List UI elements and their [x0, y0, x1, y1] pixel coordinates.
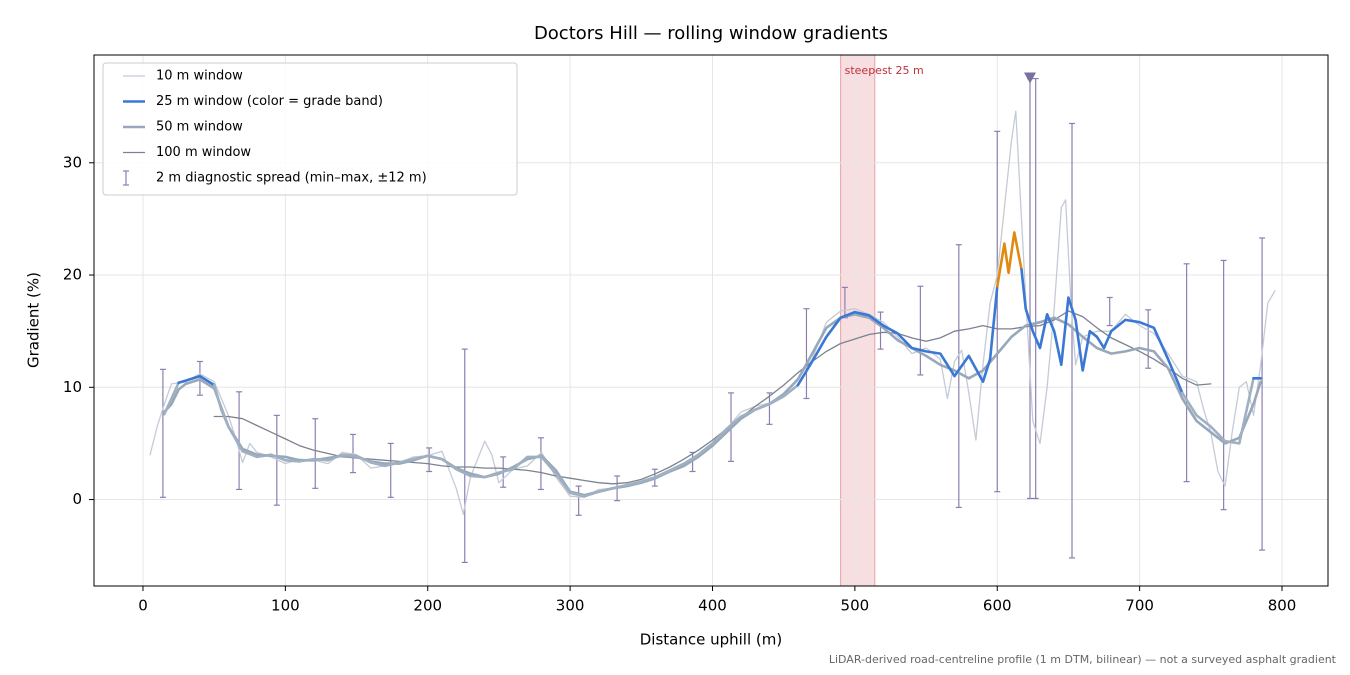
legend-label: 50 m window — [156, 120, 243, 135]
y-tick-label: 30 — [63, 153, 82, 171]
error-bar — [537, 437, 544, 491]
error-bar — [159, 368, 166, 498]
error-bar — [236, 391, 243, 491]
error-bar — [426, 447, 433, 473]
series-line — [1020, 268, 1184, 395]
error-bar — [387, 442, 394, 498]
highlight-label: steepest 25 m — [845, 64, 924, 77]
x-tick-label: 700 — [1125, 597, 1154, 615]
series-line — [1181, 377, 1255, 445]
error-bar — [1145, 309, 1152, 369]
series-line — [163, 313, 1262, 497]
error-bar — [1183, 263, 1190, 483]
legend-label: 100 m window — [156, 145, 251, 160]
plot-area — [94, 55, 1328, 586]
error-bar — [766, 392, 773, 425]
legend-label: 2 m diagnostic spread (min–max, ±12 m) — [156, 171, 427, 186]
series-line — [796, 285, 999, 387]
y-axis-label: Gradient (%) — [25, 272, 43, 368]
error-bar — [955, 244, 962, 509]
y-tick-label: 10 — [63, 378, 82, 396]
error-bar — [1259, 237, 1266, 551]
y-tick-label: 20 — [63, 266, 82, 284]
error-bar — [1220, 259, 1227, 511]
error-bar — [994, 130, 1001, 493]
legend-label: 25 m window (color = grade band) — [156, 94, 383, 109]
error-bar — [461, 348, 468, 564]
x-tick-label: 300 — [556, 597, 585, 615]
x-tick-label: 800 — [1268, 597, 1297, 615]
legend-box — [102, 62, 518, 196]
x-tick-label: 0 — [138, 597, 148, 615]
error-bar — [917, 285, 924, 376]
x-tick-label: 400 — [698, 597, 727, 615]
footnote: LiDAR-derived road-centreline profile (1… — [829, 653, 1337, 666]
error-bar — [1069, 122, 1076, 559]
error-bar — [1027, 77, 1034, 500]
x-tick-label: 100 — [271, 597, 300, 615]
x-tick-label: 200 — [413, 597, 442, 615]
series-line — [163, 381, 180, 416]
legend-label: 10 m window — [156, 69, 243, 84]
highlight-span — [840, 55, 876, 586]
chart-title: Doctors Hill — rolling window gradients — [534, 23, 888, 44]
x-tick-label: 500 — [841, 597, 870, 615]
error-bar — [1106, 296, 1113, 327]
error-bar — [575, 485, 582, 516]
plot-frame — [93, 54, 1329, 587]
error-bar — [803, 308, 810, 400]
x-tick-label: 600 — [983, 597, 1012, 615]
legend-swatch — [123, 170, 129, 186]
series-line — [996, 231, 1023, 288]
error-bar — [312, 418, 319, 489]
error-bar — [877, 311, 884, 350]
peak-marker — [1024, 72, 1037, 84]
x-axis-label: Distance uphill (m) — [640, 631, 782, 649]
series-line — [212, 383, 800, 498]
legend: 10 m window 25 m window (color = grade ba… — [102, 62, 518, 196]
series-line — [177, 374, 216, 387]
y-tick-label: 0 — [72, 490, 82, 508]
